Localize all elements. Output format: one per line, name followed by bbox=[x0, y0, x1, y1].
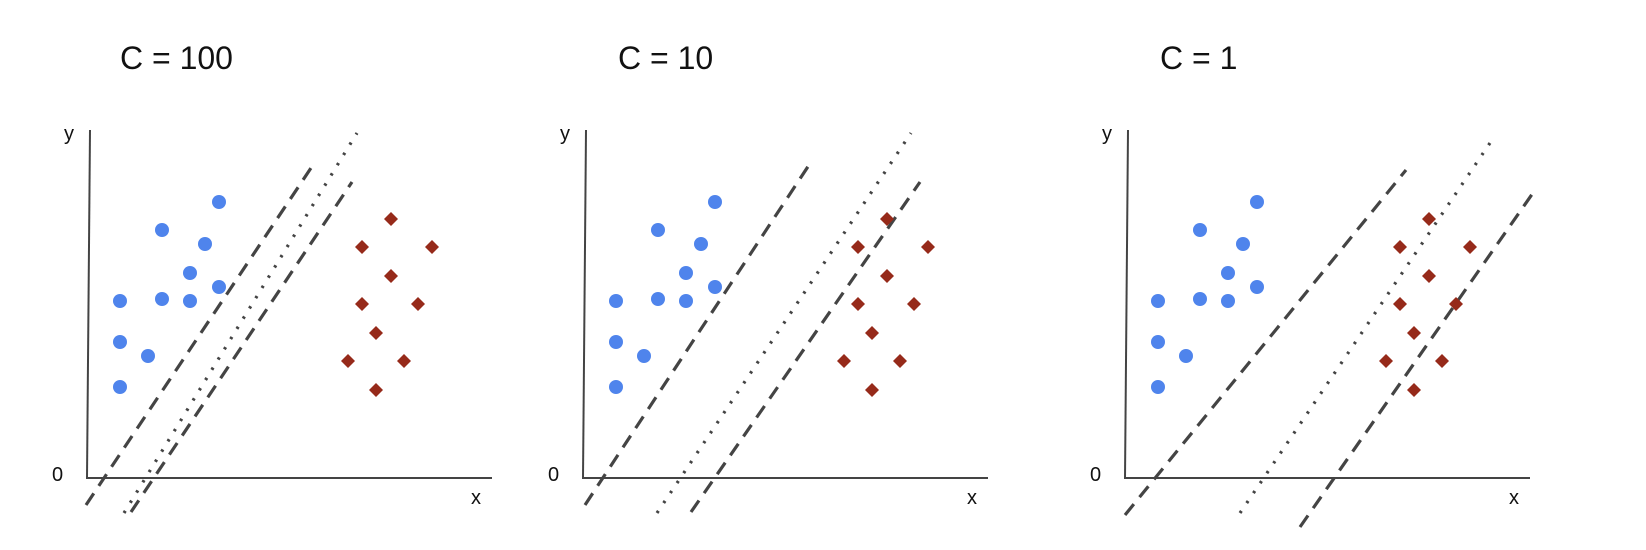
class-a-point bbox=[183, 266, 197, 280]
class-b-point bbox=[1435, 354, 1449, 368]
class-a-point bbox=[113, 380, 127, 394]
class-a-point bbox=[155, 292, 169, 306]
class-b-point bbox=[865, 383, 879, 397]
decision-boundary-line bbox=[122, 132, 359, 514]
class-b-point bbox=[1449, 297, 1463, 311]
class-b-point bbox=[355, 297, 369, 311]
class-b-point bbox=[369, 383, 383, 397]
class-b-point bbox=[1393, 297, 1407, 311]
class-a-point bbox=[155, 223, 169, 237]
class-a-point bbox=[183, 294, 197, 308]
class-a-point bbox=[1250, 280, 1264, 294]
x-axis-label: x bbox=[967, 487, 977, 509]
class-a-point bbox=[1221, 294, 1235, 308]
class-b-point bbox=[355, 240, 369, 254]
class-b-point bbox=[837, 354, 851, 368]
y-axis-label: y bbox=[1102, 123, 1112, 145]
class-a-point bbox=[198, 237, 212, 251]
class-a-point bbox=[1236, 237, 1250, 251]
y-axis bbox=[582, 129, 587, 479]
class-b-point bbox=[1463, 240, 1477, 254]
panel-title: C = 100 bbox=[120, 40, 233, 76]
class-a-point bbox=[1193, 223, 1207, 237]
class-a-point bbox=[637, 349, 651, 363]
class-a-point bbox=[141, 349, 155, 363]
class-b-point bbox=[1407, 383, 1421, 397]
panel-title: C = 10 bbox=[618, 40, 714, 76]
panel-title: C = 1 bbox=[1160, 40, 1238, 76]
class-b-point bbox=[1422, 269, 1436, 283]
class-b-point bbox=[907, 297, 921, 311]
class-b-point bbox=[1422, 212, 1436, 226]
origin-label: 0 bbox=[548, 464, 559, 486]
class-a-point bbox=[1250, 195, 1264, 209]
class-b-point bbox=[411, 297, 425, 311]
class-a-point bbox=[708, 195, 722, 209]
class-b-point bbox=[397, 354, 411, 368]
class-a-point bbox=[1221, 266, 1235, 280]
class-a-point bbox=[708, 280, 722, 294]
class-a-point bbox=[679, 266, 693, 280]
class-b-point bbox=[1379, 354, 1393, 368]
y-axis bbox=[1124, 129, 1129, 479]
class-a-point bbox=[679, 294, 693, 308]
class-a-point bbox=[113, 335, 127, 349]
class-b-point bbox=[851, 297, 865, 311]
class-a-point bbox=[1179, 349, 1193, 363]
lower-margin-line bbox=[129, 181, 354, 513]
origin-label: 0 bbox=[52, 464, 63, 486]
class-b-point bbox=[384, 269, 398, 283]
class-a-point bbox=[694, 237, 708, 251]
class-a-point bbox=[1151, 380, 1165, 394]
class-a-point bbox=[609, 335, 623, 349]
class-a-point bbox=[212, 195, 226, 209]
lower-margin-line bbox=[689, 181, 922, 513]
class-b-point bbox=[880, 269, 894, 283]
panel-1: y 0 x bbox=[52, 123, 492, 514]
y-axis-label: y bbox=[64, 123, 74, 145]
class-a-point bbox=[212, 280, 226, 294]
class-a-point bbox=[609, 294, 623, 308]
y-axis bbox=[86, 129, 91, 479]
class-a-point bbox=[1151, 294, 1165, 308]
class-b-point bbox=[921, 240, 935, 254]
class-b-point bbox=[893, 354, 907, 368]
x-axis-label: x bbox=[1509, 487, 1519, 509]
origin-label: 0 bbox=[1090, 464, 1101, 486]
class-a-point bbox=[113, 294, 127, 308]
panel-2: y 0 x bbox=[548, 123, 988, 514]
y-axis-label: y bbox=[560, 123, 570, 145]
class-b-point bbox=[880, 212, 894, 226]
class-b-point bbox=[851, 240, 865, 254]
class-a-point bbox=[651, 292, 665, 306]
lower-margin-line bbox=[1298, 189, 1537, 528]
class-a-point bbox=[651, 223, 665, 237]
class-b-point bbox=[425, 240, 439, 254]
class-b-point bbox=[369, 326, 383, 340]
class-b-point bbox=[1393, 240, 1407, 254]
upper-margin-line bbox=[1123, 168, 1408, 517]
class-b-point bbox=[1407, 326, 1421, 340]
class-a-point bbox=[609, 380, 623, 394]
class-b-point bbox=[341, 354, 355, 368]
x-axis-label: x bbox=[471, 487, 481, 509]
class-a-point bbox=[1193, 292, 1207, 306]
decision-boundary-line bbox=[655, 132, 913, 514]
class-a-point bbox=[1151, 335, 1165, 349]
class-b-point bbox=[384, 212, 398, 226]
upper-margin-line bbox=[84, 161, 317, 506]
panel-3: y 0 x bbox=[1090, 123, 1537, 528]
class-b-point bbox=[865, 326, 879, 340]
